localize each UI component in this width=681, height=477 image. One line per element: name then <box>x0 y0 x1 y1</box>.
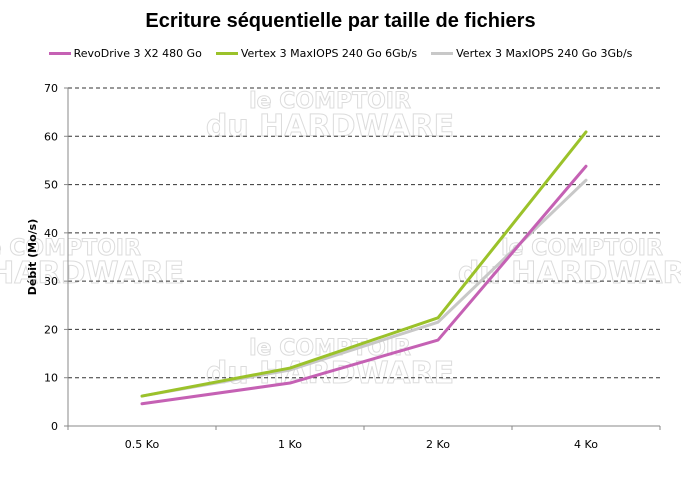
legend-item-revodrive: RevoDrive 3 X2 480 Go <box>48 47 202 60</box>
x-tick-label: 4 Ko <box>574 438 598 451</box>
legend-swatch <box>48 52 71 55</box>
watermark: du HARDWARE <box>0 256 184 291</box>
x-tick-label: 2 Ko <box>426 438 450 451</box>
legend-label: RevoDrive 3 X2 480 Go <box>73 47 202 60</box>
y-tick-label: 60 <box>44 130 58 143</box>
watermark: le COMPTOIR <box>501 236 663 261</box>
x-tick-label: 0.5 Ko <box>125 438 160 451</box>
y-tick-label: 70 <box>44 82 58 95</box>
legend-swatch <box>215 52 238 55</box>
legend-swatch <box>431 52 454 55</box>
legend-item-vertex-3g: Vertex 3 MaxIOPS 240 Go 3Gb/s <box>431 47 632 60</box>
y-tick-label: 0 <box>51 420 58 433</box>
legend: RevoDrive 3 X2 480 Go Vertex 3 MaxIOPS 2… <box>0 47 681 60</box>
y-tick-label: 30 <box>44 275 58 288</box>
watermark: le COMPTOIR <box>0 236 141 261</box>
watermark: du HARDWARE <box>206 356 454 391</box>
x-tick-label: 1 Ko <box>278 438 302 451</box>
y-tick-label: 40 <box>44 227 58 240</box>
watermark: du HARDWARE <box>206 109 454 144</box>
y-tick-label: 10 <box>44 372 58 385</box>
y-tick-label: 20 <box>44 323 58 336</box>
series-line <box>140 164 588 406</box>
y-axis-label: Débit (Mo/s) <box>26 219 39 295</box>
series-line <box>140 130 588 398</box>
legend-item-vertex-6g: Vertex 3 MaxIOPS 240 Go 6Gb/s <box>215 47 418 60</box>
watermark: le COMPTOIR <box>249 89 411 114</box>
y-tick-label: 50 <box>44 179 58 192</box>
legend-label: Vertex 3 MaxIOPS 240 Go 3Gb/s <box>456 47 633 60</box>
legend-label: Vertex 3 MaxIOPS 240 Go 6Gb/s <box>240 47 418 60</box>
chart-title: Ecriture séquentielle par taille de fich… <box>145 10 536 32</box>
watermark: du HARDWARE <box>458 256 681 291</box>
